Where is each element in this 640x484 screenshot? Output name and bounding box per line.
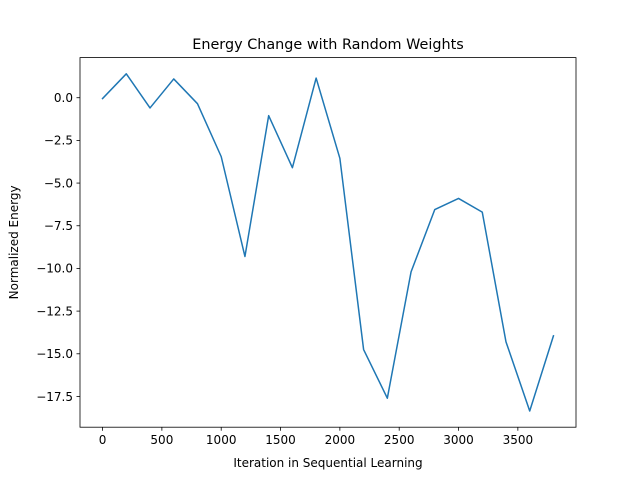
x-tick-label: 1500 bbox=[265, 433, 296, 447]
plot-frame bbox=[79, 57, 577, 428]
x-tick-label: 3500 bbox=[503, 433, 534, 447]
x-tick-label: 500 bbox=[150, 433, 173, 447]
chart-title: Energy Change with Random Weights bbox=[192, 37, 464, 53]
y-tick-label: −5.0 bbox=[44, 176, 73, 190]
y-tick-label: −7.5 bbox=[44, 219, 73, 233]
x-axis-label: Iteration in Sequential Learning bbox=[233, 456, 422, 470]
x-tick-label: 2500 bbox=[384, 433, 415, 447]
y-tick-label: −10.0 bbox=[36, 262, 73, 276]
y-tick-label: −2.5 bbox=[44, 134, 73, 148]
x-axis-ticks: 0 500 1000 1500 2000 2500 3000 3500 bbox=[99, 427, 533, 447]
x-tick-label: 1000 bbox=[206, 433, 237, 447]
x-tick-label: 3000 bbox=[443, 433, 474, 447]
series-line bbox=[101, 73, 555, 412]
x-tick-label: 2000 bbox=[325, 433, 356, 447]
y-axis-label: Normalized Energy bbox=[7, 185, 21, 299]
series-layer bbox=[101, 73, 555, 412]
y-axis-ticks: 0.0 −2.5 −5.0 −7.5 −10.0 −12.5 −15.0 −17.5 bbox=[36, 91, 80, 404]
x-tick-label: 0 bbox=[99, 433, 107, 447]
plot-area bbox=[80, 57, 576, 428]
y-tick-label: −12.5 bbox=[36, 304, 73, 318]
y-tick-label: −17.5 bbox=[36, 390, 73, 404]
y-tick-label: 0.0 bbox=[54, 91, 73, 105]
y-tick-label: −15.0 bbox=[36, 347, 73, 361]
